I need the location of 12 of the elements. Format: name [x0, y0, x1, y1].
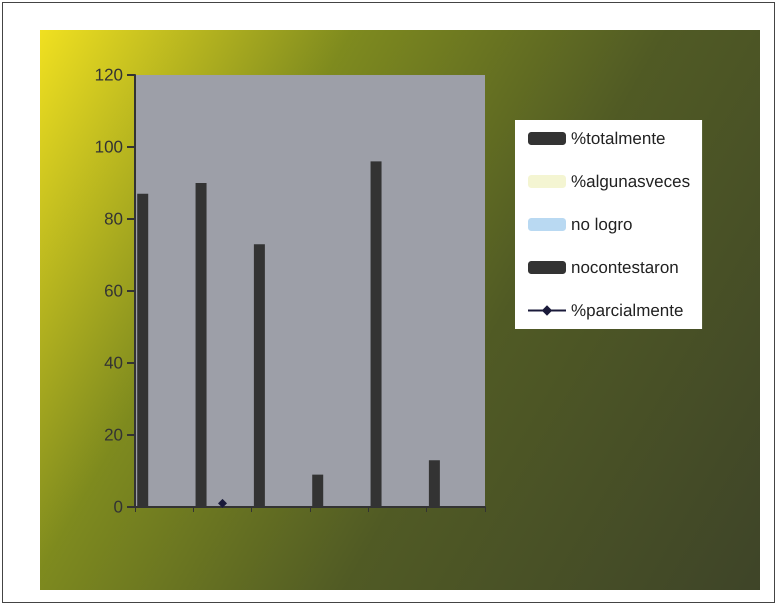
y-tick-label: 40: [104, 354, 123, 372]
legend-label: nocontestaron: [571, 258, 679, 277]
legend-label: %algunasveces: [571, 172, 690, 191]
y-tick-label: 120: [94, 66, 123, 84]
legend-label: %parcialmente: [571, 301, 684, 320]
y-tick-label: 0: [114, 498, 123, 516]
y-tick-label: 80: [104, 210, 123, 228]
y-tick-label: 100: [94, 138, 123, 156]
y-tick-label: 20: [104, 426, 123, 444]
y-tick-label: 60: [104, 282, 123, 300]
legend-label: %totalmente: [571, 129, 666, 148]
legend-label: no logro: [571, 215, 632, 234]
